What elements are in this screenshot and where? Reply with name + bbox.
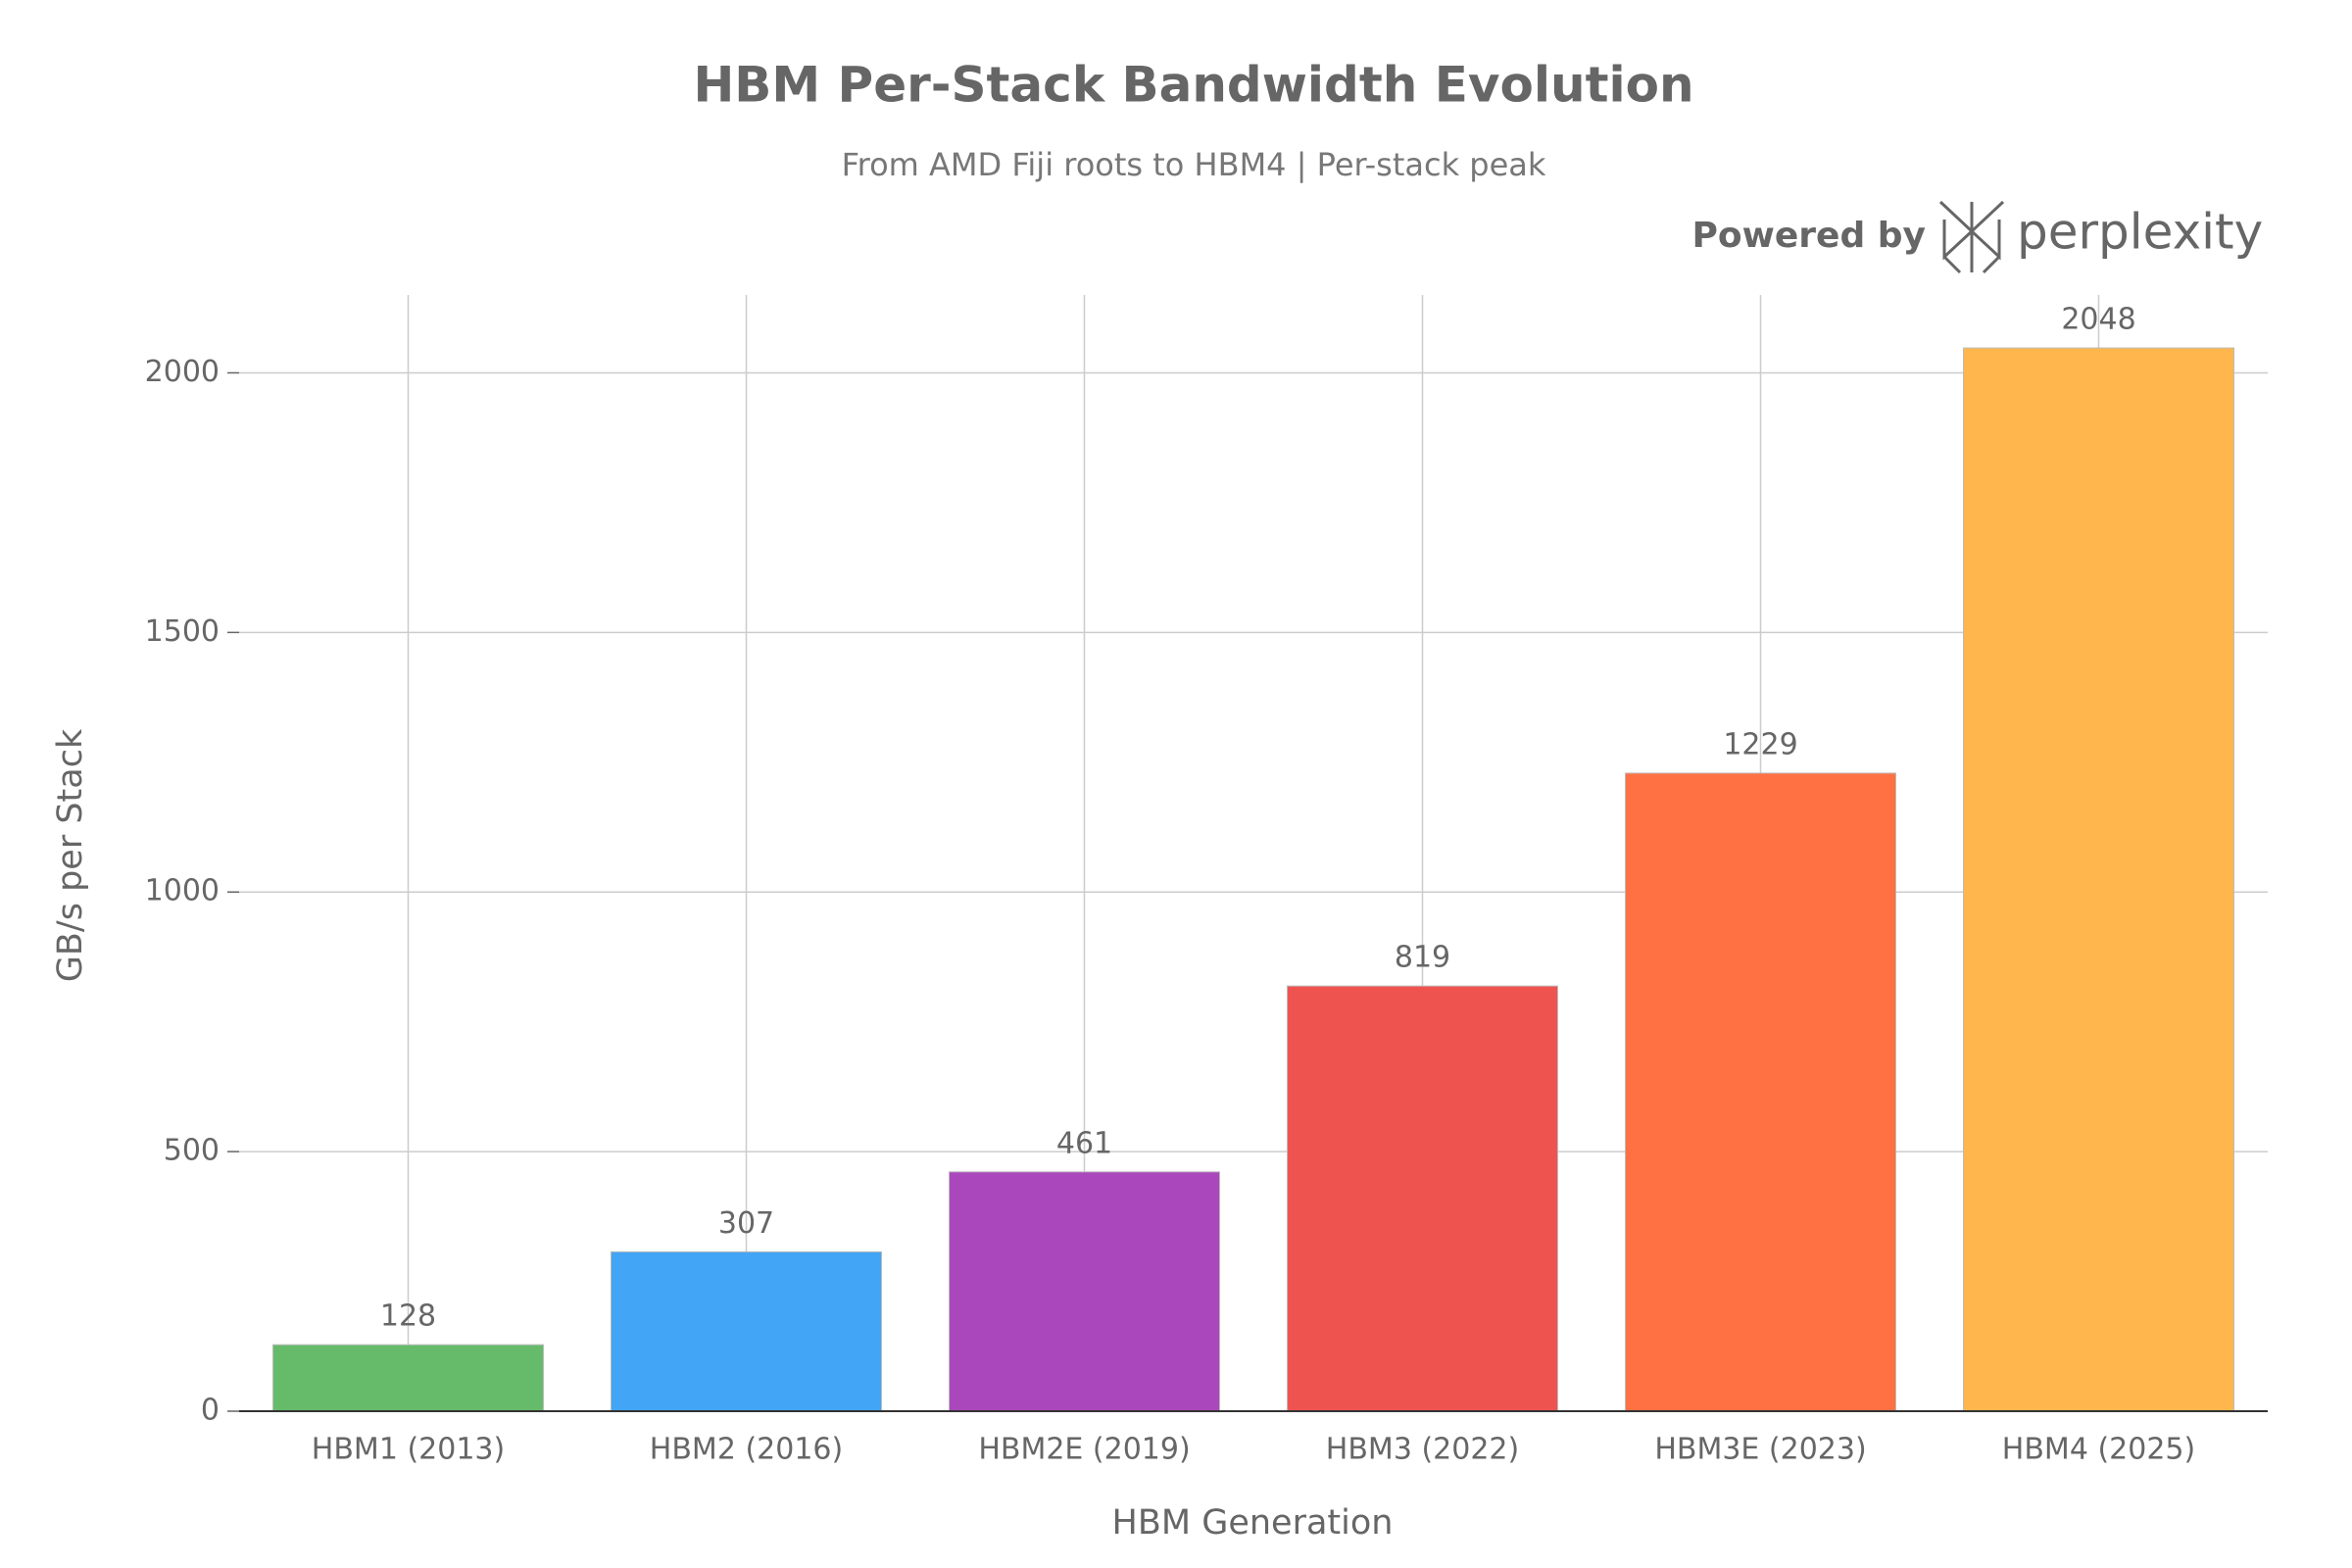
bar: [611, 1250, 882, 1412]
watermark: Powered by: [1692, 216, 1927, 256]
x-tick-label: HBM4 (2025): [2002, 1433, 2195, 1467]
y-tick-label: 1000: [145, 874, 220, 908]
x-tick-label: HBM3 (2022): [1326, 1433, 1519, 1467]
chart-title: HBM Per-Stack Bandwidth Evolution: [693, 57, 1693, 114]
bar: [1625, 772, 1896, 1412]
data-label: 1229: [1723, 727, 1797, 761]
y-tick-label: 500: [164, 1134, 220, 1168]
data-label: 307: [718, 1206, 774, 1241]
bar: [1287, 985, 1558, 1412]
brand-name: perplexity: [2017, 204, 2263, 261]
y-tick-label: 0: [201, 1394, 220, 1428]
x-tick-label: HBM3E (2023): [1654, 1433, 1866, 1467]
data-label: 2048: [2061, 303, 2135, 337]
bar: [949, 1171, 1220, 1412]
y-tick-label: 2000: [145, 355, 220, 389]
data-label: 128: [380, 1299, 436, 1334]
bar: [272, 1344, 544, 1412]
chart-subtitle: From AMD Fiji roots to HBM4 | Per-stack …: [842, 146, 1546, 183]
x-axis-title: HBM Generation: [1112, 1503, 1394, 1543]
brand-logo: [1938, 200, 2005, 274]
x-tick-label: HBM1 (2013): [312, 1433, 505, 1467]
data-label: 819: [1395, 941, 1450, 975]
y-axis-title: GB/s per Stack: [51, 728, 90, 982]
data-label: 461: [1056, 1126, 1112, 1160]
x-tick-label: HBM2E (2019): [978, 1433, 1190, 1467]
x-tick-label: HBM2 (2016): [650, 1433, 843, 1467]
bar: [1963, 347, 2234, 1412]
y-tick-label: 1500: [145, 614, 220, 649]
